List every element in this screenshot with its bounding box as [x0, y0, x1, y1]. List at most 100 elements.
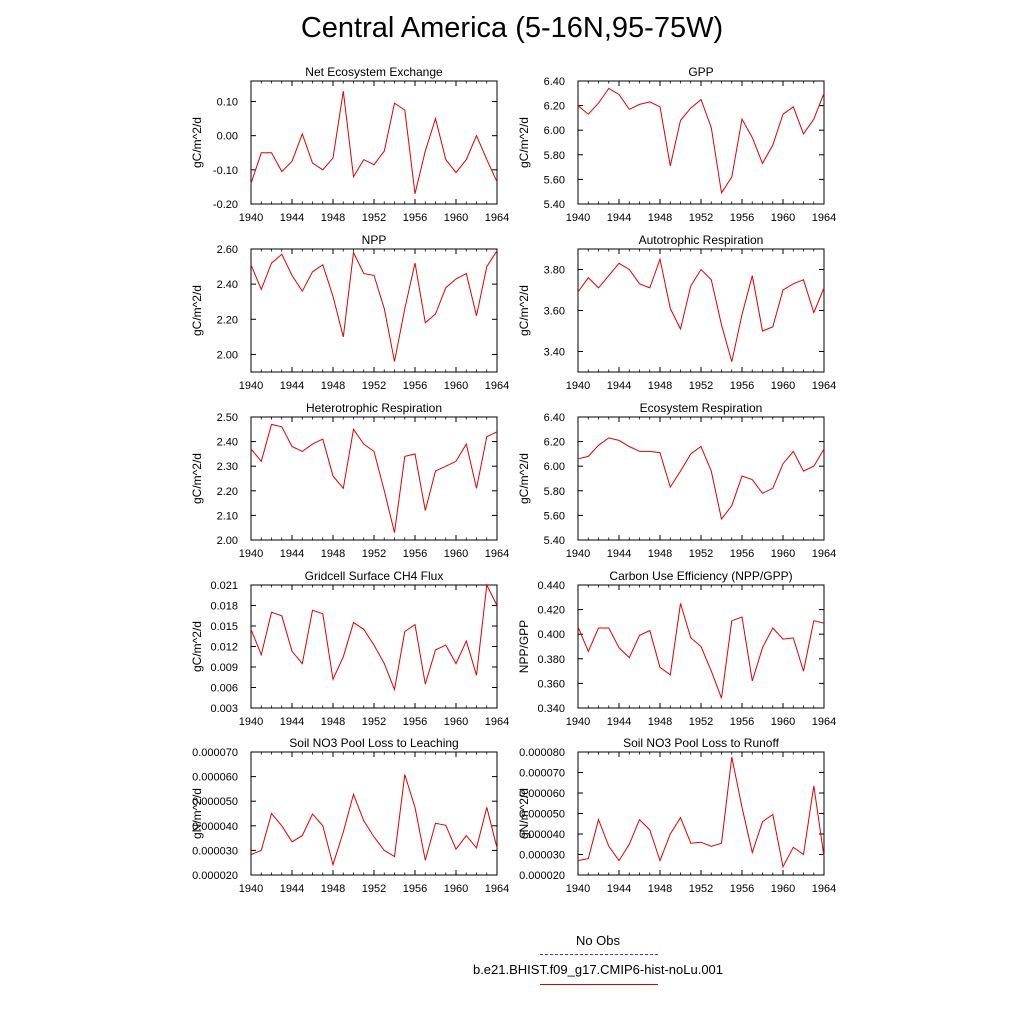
- x-tick-label: 1956: [730, 548, 754, 560]
- x-tick-label: 1956: [403, 716, 427, 728]
- y-tick-label: 0.006: [210, 683, 238, 695]
- y-tick-label: 5.80: [544, 150, 565, 162]
- chart-panel-3: NPP gC/m^2/d 1940 1944 1948 1952 1956 1960 1964 2…: [190, 233, 509, 392]
- x-tick-label: 1948: [648, 716, 672, 728]
- x-tick-label: 1956: [403, 883, 427, 895]
- legend-obs-label: No Obs: [575, 933, 621, 948]
- series-line-1: [250, 583, 498, 692]
- x-tick-label: 1952: [689, 716, 713, 728]
- plot-frame: [250, 80, 498, 205]
- y-tick-label: 0.000070: [192, 747, 238, 759]
- y-tick-label: 0.420: [537, 605, 565, 617]
- x-tick-label: 1940: [566, 380, 590, 392]
- x-tick-label: 1964: [485, 212, 509, 224]
- y-tick-label: 0.015: [210, 621, 238, 633]
- y-axis-label: NPP/GPP: [517, 620, 531, 673]
- plot-frame: [577, 751, 825, 876]
- series-line-1: [577, 437, 825, 521]
- x-tick-label: 1940: [239, 716, 263, 728]
- y-tick-label: 2.10: [217, 510, 238, 522]
- x-tick-label: 1944: [607, 883, 631, 895]
- x-tick-label: 1944: [280, 548, 304, 560]
- series-line-1: [577, 603, 825, 699]
- y-tick-label: 0.440: [537, 580, 565, 592]
- y-tick-label: 2.40: [217, 279, 238, 291]
- y-tick-label: 2.40: [217, 437, 238, 449]
- x-tick-label: 1952: [689, 380, 713, 392]
- y-tick-label: 6.20: [544, 437, 565, 449]
- x-tick-label: 1960: [771, 380, 795, 392]
- y-axis-label: gC/m^2/d: [517, 453, 531, 504]
- y-tick-label: 2.20: [217, 314, 238, 326]
- series-line-1: [250, 423, 498, 533]
- x-tick-label: 1960: [444, 548, 468, 560]
- y-tick-label: 0.003: [210, 703, 238, 715]
- y-tick-label: 0.000030: [519, 850, 565, 862]
- x-tick-label: 1960: [771, 548, 795, 560]
- series-line-1: [250, 250, 498, 362]
- y-tick-label: -0.10: [213, 165, 238, 177]
- series-line-1: [577, 87, 825, 195]
- y-axis-label: gC/m^2/d: [190, 117, 204, 168]
- x-tick-label: 1948: [321, 212, 345, 224]
- y-tick-label: -0.20: [213, 199, 238, 211]
- y-tick-label: 6.20: [544, 101, 565, 113]
- y-tick-label: 0.000020: [519, 870, 565, 882]
- x-tick-label: 1940: [566, 212, 590, 224]
- y-tick-label: 0.340: [537, 703, 565, 715]
- x-tick-label: 1948: [321, 716, 345, 728]
- chart-title: Soil NO3 Pool Loss to Leaching: [289, 736, 458, 750]
- chart-title: Heterotrophic Respiration: [306, 401, 442, 415]
- x-tick-label: 1956: [730, 883, 754, 895]
- x-tick-label: 1940: [566, 883, 590, 895]
- x-tick-label: 1956: [730, 716, 754, 728]
- y-tick-label: 0.000040: [519, 829, 565, 841]
- y-axis-label: gC/m^2/d: [517, 117, 531, 168]
- x-tick-label: 1952: [362, 883, 386, 895]
- chart-panel-1: Net Ecosystem Exchange gC/m^2/d 1940 1944 19…: [190, 65, 509, 224]
- y-tick-label: 0.360: [537, 678, 565, 690]
- y-tick-label: 0.000040: [192, 821, 238, 833]
- x-tick-label: 1952: [689, 212, 713, 224]
- y-tick-label: 0.021: [210, 580, 238, 592]
- y-tick-label: 2.20: [217, 486, 238, 498]
- y-tick-label: 5.40: [544, 535, 565, 547]
- chart-title: Autotrophic Respiration: [639, 233, 764, 247]
- x-tick-label: 1944: [280, 716, 304, 728]
- x-tick-label: 1944: [280, 883, 304, 895]
- x-tick-label: 1964: [485, 548, 509, 560]
- x-tick-label: 1952: [362, 380, 386, 392]
- y-tick-label: 6.40: [544, 412, 565, 424]
- series-line-1: [577, 757, 825, 869]
- chart-title: Ecosystem Respiration: [640, 401, 763, 415]
- x-tick-label: 1964: [812, 883, 836, 895]
- x-tick-label: 1948: [648, 883, 672, 895]
- plot-frame: [250, 751, 498, 876]
- chart-title: Gridcell Surface CH4 Flux: [305, 569, 444, 583]
- x-tick-label: 1940: [239, 212, 263, 224]
- x-tick-label: 1956: [730, 212, 754, 224]
- x-tick-label: 1940: [239, 548, 263, 560]
- chart-panel-8: Carbon Use Efficiency (NPP/GPP) NPP/GPP 19…: [517, 569, 836, 728]
- page-title: Central America (5-16N,95-75W): [300, 12, 724, 44]
- x-tick-label: 1952: [689, 548, 713, 560]
- y-axis-label: gN/m^2/d: [190, 788, 204, 839]
- x-tick-label: 1948: [648, 380, 672, 392]
- x-tick-label: 1944: [607, 380, 631, 392]
- series-line-1: [250, 91, 498, 194]
- y-tick-label: 5.80: [544, 486, 565, 498]
- series-line-1: [250, 774, 498, 867]
- y-tick-label: 0.009: [210, 662, 238, 674]
- x-tick-label: 1960: [444, 212, 468, 224]
- chart-title: Net Ecosystem Exchange: [305, 65, 443, 79]
- y-tick-label: 2.50: [217, 412, 238, 424]
- y-axis-label: gC/m^2/d: [190, 453, 204, 504]
- x-tick-label: 1944: [280, 212, 304, 224]
- x-tick-label: 1956: [403, 212, 427, 224]
- y-tick-label: 0.012: [210, 642, 238, 654]
- plot-frame: [577, 416, 825, 541]
- y-tick-label: 0.000030: [192, 845, 238, 857]
- y-tick-label: 0.000020: [192, 870, 238, 882]
- y-tick-label: 2.60: [217, 244, 238, 256]
